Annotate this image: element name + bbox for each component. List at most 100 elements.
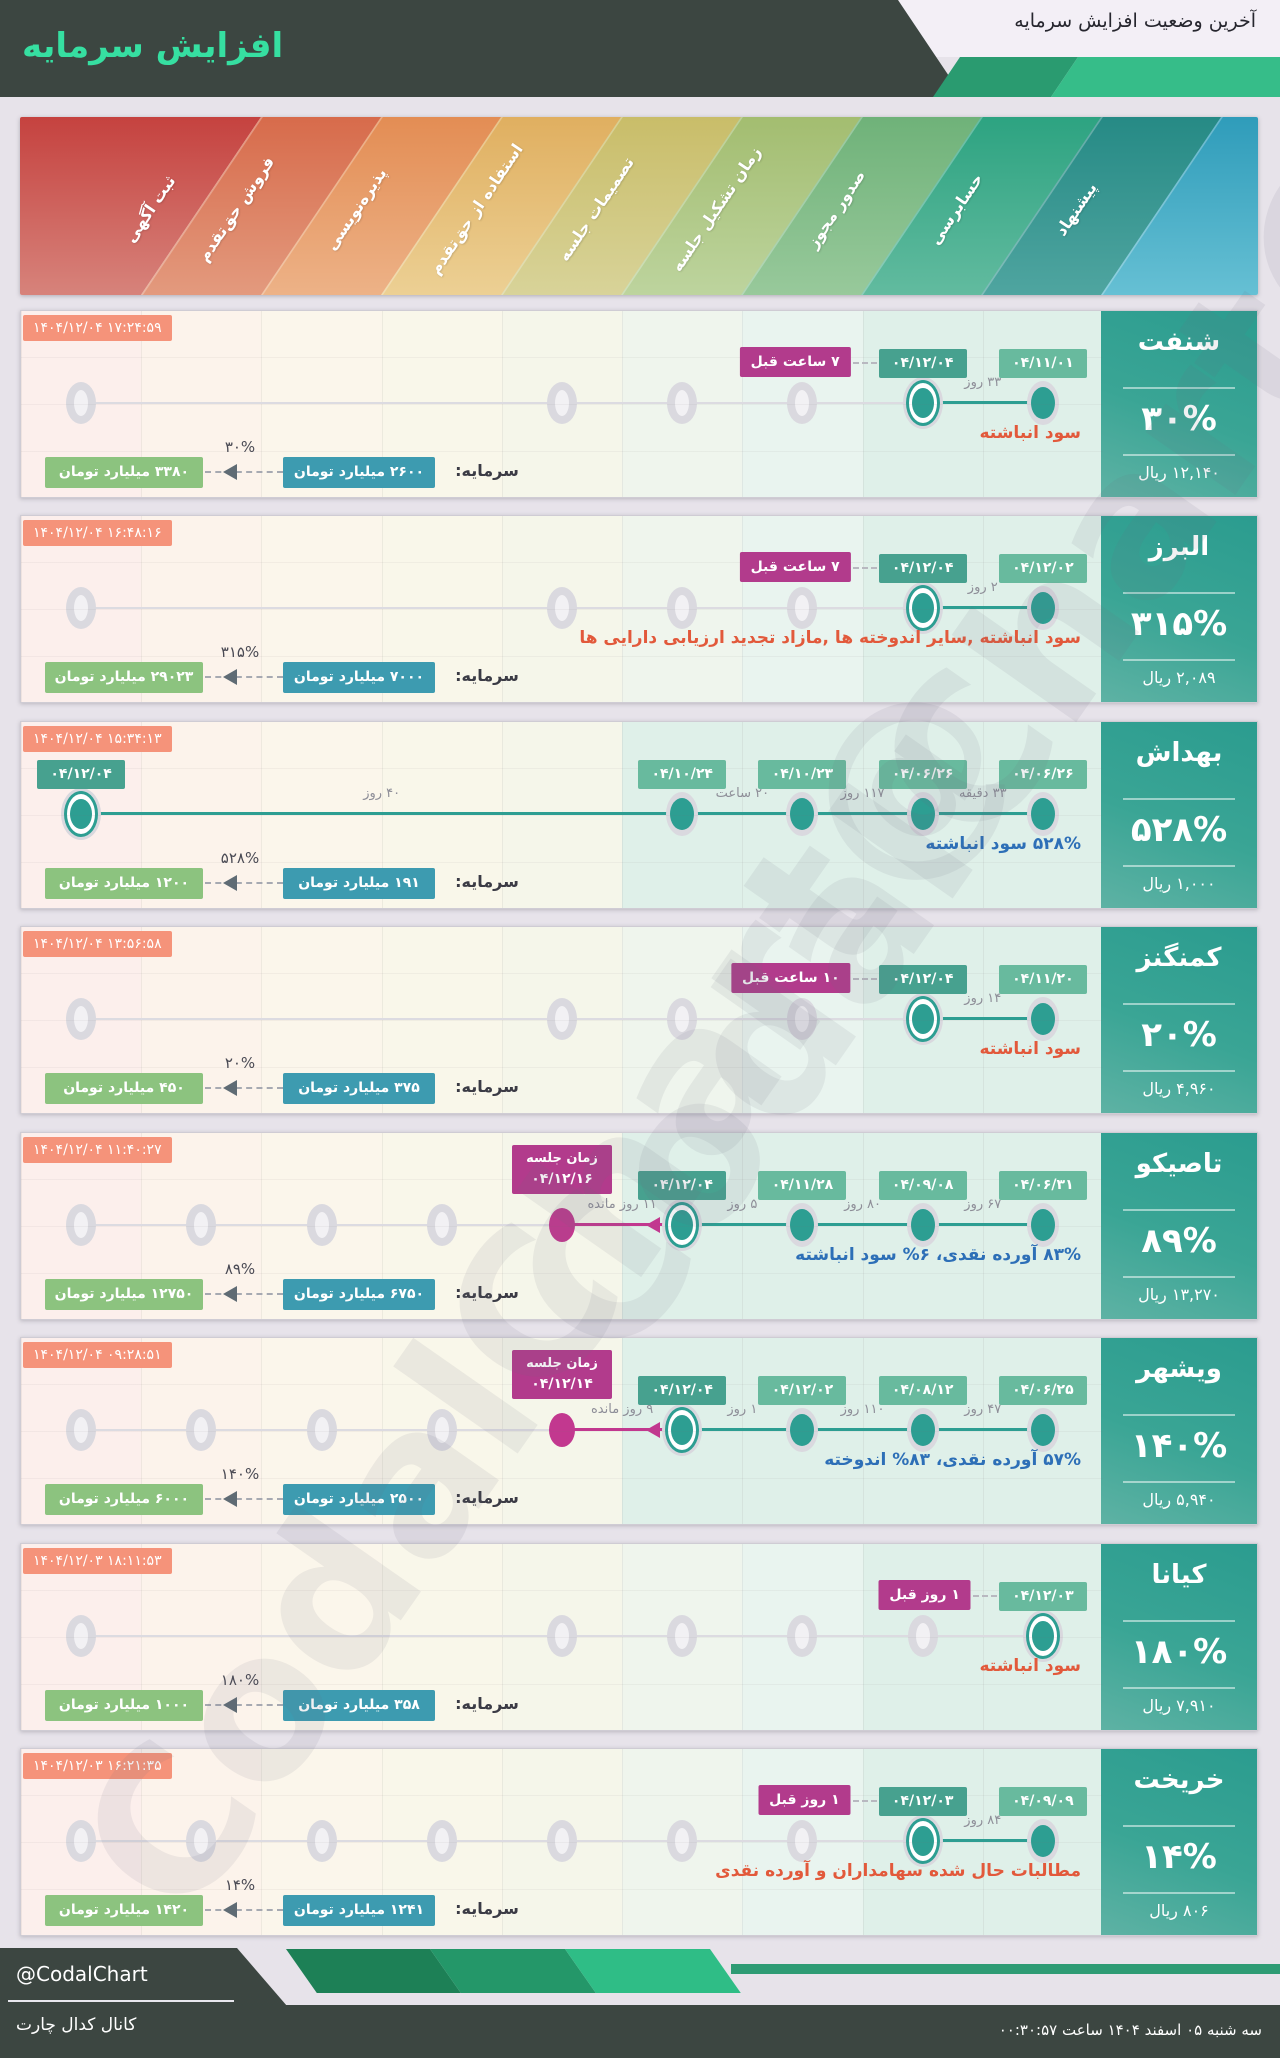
page-title: افزایش سرمایه [22, 26, 284, 66]
duration-label: ۲ روز [967, 580, 998, 595]
funding-source-note: سود انباشته [979, 1039, 1081, 1059]
event-date-badge: ۰۴/۰۶/۳۱ [998, 1171, 1087, 1200]
capital-label: سرمایه: [455, 666, 519, 685]
update-timestamp-badge: ۱۴۰۴/۱۲/۰۴ ۱۱:۴۰:۲۷ [23, 1137, 172, 1163]
capital-label: سرمایه: [455, 1283, 519, 1302]
share-price: ۱,۰۰۰ ریال [1142, 874, 1216, 893]
stage-dot-core [1030, 592, 1055, 624]
current-stage-dot [902, 582, 943, 634]
stage-placeholder-dot [547, 1820, 577, 1862]
funding-source-note: ۵۷% آورده نقدی، ۸۳% اندوخته [824, 1450, 1081, 1470]
footer-left-shape [0, 1948, 287, 2006]
header-green-ribbons [930, 57, 1280, 97]
panel-divider [1123, 1209, 1235, 1211]
capital-arrow-line [205, 1498, 283, 1500]
stage-placeholder-dot [426, 1204, 457, 1246]
funding-source-note: ۸۳% آورده نقدی، ۶% سود انباشته [795, 1245, 1081, 1265]
meeting-dot [549, 1413, 575, 1447]
new-capital-badge: ۲۹۰۲۳ میلیارد تومان [45, 662, 203, 693]
funding-source-note: سود انباشته [979, 1656, 1081, 1676]
company-card: ۴۰ روز ۲۰ ساعت ۱۱۷ روز ۳۳ دقیقه ۰۴/۱۲/۰۴ ۰۴/۱… [20, 721, 1258, 909]
capital-arrow-line [205, 471, 283, 473]
stage-dot [1026, 1203, 1059, 1247]
event-date-badge: ۰۴/۱۲/۰۴ [878, 554, 967, 583]
render-datetime: سه شنبه ۰۵ اسفند ۱۴۰۴ ساعت ۰۰:۳۰:۵۷ [998, 2021, 1262, 2039]
stage-placeholder-dot [667, 998, 698, 1040]
new-capital-badge: ۱۰۰۰ میلیارد تومان [45, 1690, 203, 1721]
capital-increase-percent: ۱۴% [224, 1876, 256, 1894]
stage-placeholder-dot [547, 1615, 577, 1657]
increase-percent: ۵۲۸% [1130, 810, 1228, 850]
funding-source-note: سود انباشته ,سایر اندوخته ها ,مازاد تجدی… [579, 628, 1081, 648]
stage-dot [906, 792, 939, 836]
current-stage-dot-core [911, 1826, 934, 1856]
company-name: تاصیکو [1135, 1149, 1223, 1179]
stage-dot-core [910, 798, 935, 830]
update-timestamp-badge: ۱۴۰۴/۱۲/۰۴ ۰۹:۲۸:۵۱ [23, 1342, 172, 1368]
event-date-badge: ۰۴/۱۱/۰۱ [998, 349, 1087, 378]
stage-dot [786, 1408, 819, 1452]
company-panel: شنفت ۳۰% ۱۲,۱۴۰ ریال [1101, 311, 1257, 497]
company-card: ۳۳ روز ۰۴/۱۲/۰۴ ۰۴/۱۱/۰۱ ۷ ساعت قبل ۱۴۰۴/۱۲/… [20, 310, 1258, 498]
update-timestamp-badge: ۱۴۰۴/۱۲/۰۴ ۱۷:۲۴:۵۹ [23, 315, 172, 341]
header-light-area [880, 0, 1280, 57]
stage-placeholder-dot [66, 1820, 97, 1862]
channel-handle: @CodalChart [16, 1962, 148, 1986]
panel-divider [1123, 1481, 1235, 1483]
capital-arrow-icon [223, 464, 237, 480]
duration-label: ۱۱۷ روز [840, 786, 885, 801]
header-dark-bar [0, 0, 963, 97]
panel-divider [1123, 1070, 1235, 1072]
stage-column [501, 722, 624, 908]
capital-arrow-icon [223, 1697, 237, 1713]
meeting-dot [549, 1208, 575, 1242]
stage-dot-core [1030, 798, 1055, 830]
duration-label: ۵ روز [727, 1197, 758, 1212]
funding-source-note: سود انباشته [979, 423, 1081, 443]
increase-percent: ۲۰% [1141, 1015, 1217, 1055]
stage-placeholder-dot [186, 1820, 217, 1862]
elapsed-badge-connector [852, 1800, 877, 1802]
current-capital-badge: ۳۵۸ میلیارد تومان [283, 1690, 435, 1721]
meeting-badge: زمان جلسه ۰۴/۱۲/۱۴ [512, 1350, 612, 1400]
event-date-badge: ۰۴/۰۶/۲۶ [878, 760, 967, 789]
meeting-badge-title: زمان جلسه [526, 1356, 598, 1371]
share-price: ۷,۹۱۰ ریال [1142, 1696, 1216, 1715]
page-subtitle: آخرین وضعیت افزایش سرمایه [1014, 10, 1256, 32]
event-date-badge: ۰۴/۱۲/۰۴ [638, 1376, 727, 1405]
capital-label: سرمایه: [455, 872, 519, 891]
duration-label: ۴۷ روز [964, 1402, 1002, 1417]
capital-arrow-line [205, 1909, 283, 1911]
new-capital-badge: ۳۳۸۰ میلیارد تومان [45, 457, 203, 488]
channel-name: کانال کدال چارت [16, 2015, 137, 2035]
new-capital-badge: ۱۴۲۰ میلیارد تومان [45, 1895, 203, 1926]
capital-label: سرمایه: [455, 461, 519, 480]
stage-dot [1026, 381, 1059, 425]
share-price: ۸۰۶ ریال [1149, 1901, 1209, 1920]
footer-band [0, 2005, 1280, 2058]
current-stage-dot [902, 993, 943, 1045]
event-date-badge: ۰۴/۰۹/۰۸ [878, 1171, 967, 1200]
new-capital-badge: ۱۲۷۵۰ میلیارد تومان [45, 1279, 203, 1310]
capital-increase-percent: ۸۹% [224, 1260, 256, 1278]
meeting-arrow-icon [646, 1422, 661, 1438]
stage-placeholder-dot [787, 998, 818, 1040]
stage-placeholder-dot [547, 998, 577, 1040]
green-ribbon-light [1051, 57, 1280, 97]
stage-placeholder-dot [306, 1204, 337, 1246]
stage-placeholder-dot [66, 998, 97, 1040]
panel-divider [1123, 1620, 1235, 1622]
company-name: کمنگنز [1136, 943, 1222, 973]
timeline-progress-line [922, 401, 1043, 404]
elapsed-badge-connector [852, 362, 877, 364]
current-capital-badge: ۶۷۵۰ میلیارد تومان [283, 1279, 435, 1310]
stage-placeholder-dot [306, 1409, 337, 1451]
panel-divider [1123, 387, 1235, 389]
current-stage-dot [61, 788, 102, 840]
panel-divider [1123, 798, 1235, 800]
current-capital-badge: ۱۹۱ میلیارد تومان [283, 868, 435, 899]
update-timestamp-badge: ۱۴۰۴/۱۲/۰۳ ۱۸:۱۱:۵۳ [23, 1548, 172, 1574]
duration-label: ۹ روز مانده [590, 1402, 654, 1417]
company-panel: کیانا ۱۸۰% ۷,۹۱۰ ریال [1101, 1544, 1257, 1730]
